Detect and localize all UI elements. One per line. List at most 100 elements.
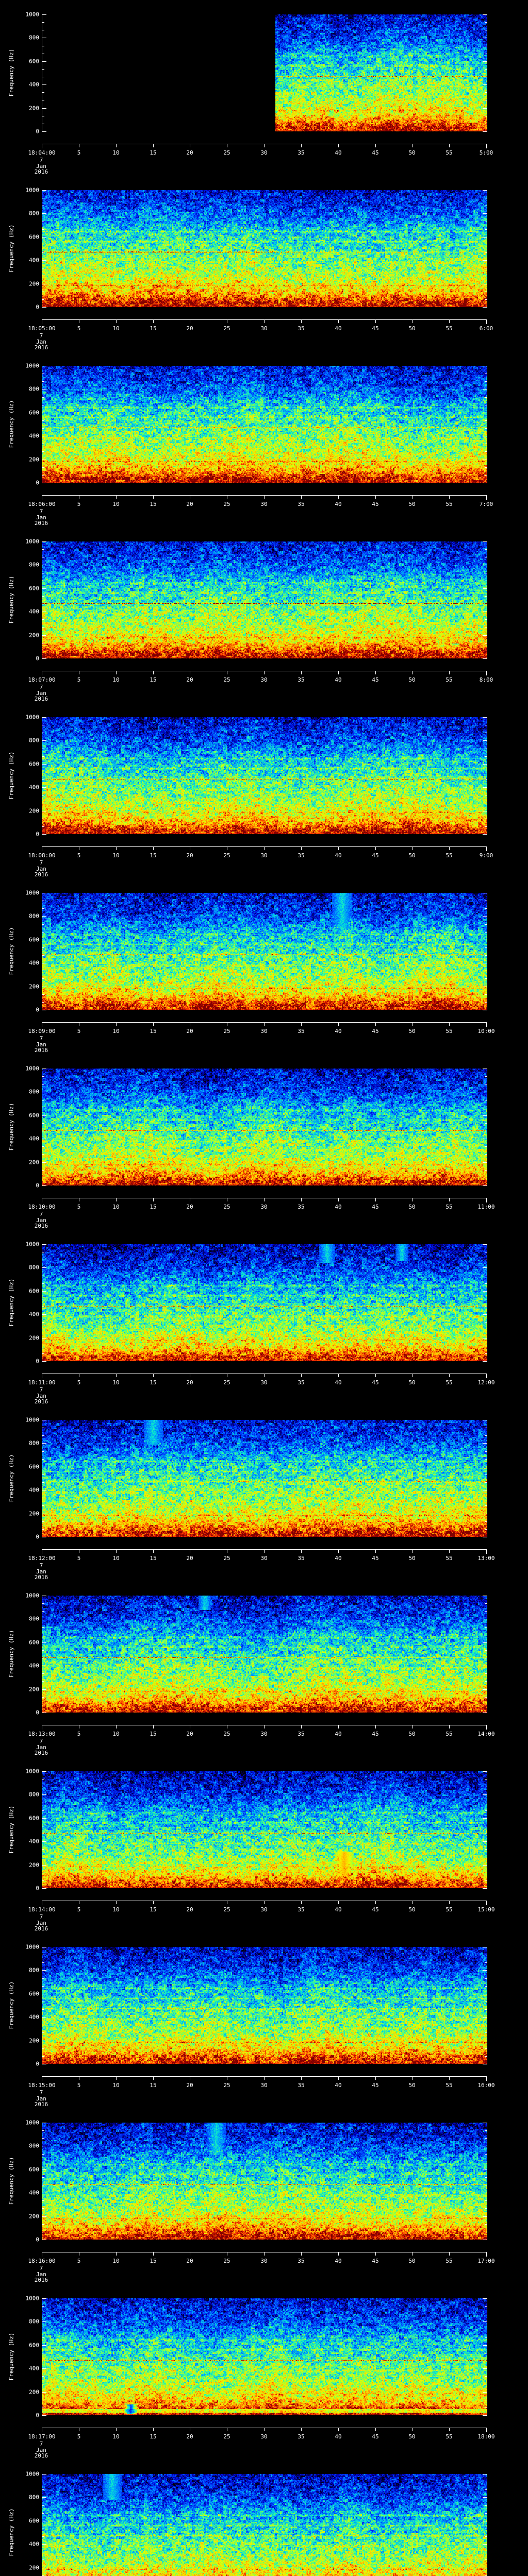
y-major-tick-right	[483, 787, 487, 788]
y-tick-label: 600	[29, 2342, 39, 2349]
time-tick	[153, 144, 154, 147]
y-tick-label: 1000	[25, 1065, 40, 1072]
y-minor-tick	[42, 1435, 44, 1436]
y-axis-title: Frequency (Hz)	[8, 1278, 15, 1327]
time-tick-label: 55	[446, 501, 453, 507]
time-tick-label: 40	[335, 1555, 342, 1562]
y-tick-label: 800	[29, 561, 39, 568]
time-tick-label: 40	[335, 2082, 342, 2089]
date-line: 7	[39, 2265, 43, 2272]
time-tick-label: 20	[186, 676, 193, 683]
time-tick-label: 20	[186, 1204, 193, 1210]
time-tick-label: 40	[335, 149, 342, 156]
time-tick	[301, 144, 302, 147]
time-tick-label: 45	[372, 1379, 379, 1386]
time-tick-label: 10	[112, 2258, 120, 2264]
y-tick-label: 200	[29, 2388, 39, 2396]
y-minor-tick-right	[485, 2130, 487, 2131]
y-minor-tick-right	[485, 1681, 487, 1682]
date-line: 2016	[34, 2452, 48, 2459]
time-tick	[338, 495, 339, 499]
y-tick-label: 600	[29, 58, 39, 65]
y-major-tick-right	[483, 2474, 487, 2475]
time-start-label: 18:06:00	[28, 501, 56, 507]
time-tick-label: 25	[223, 1906, 230, 1913]
time-tick-label: 50	[408, 852, 416, 859]
time-tick	[116, 495, 117, 499]
time-tick-label: 5	[77, 852, 81, 859]
time-tick-label: 30	[260, 501, 268, 507]
y-major-tick	[42, 237, 46, 238]
y-minor-tick	[42, 1650, 44, 1651]
y-major-tick	[42, 764, 46, 765]
time-tick	[301, 1198, 302, 1201]
time-tick-label: 10	[112, 1379, 120, 1386]
time-tick-label: 20	[186, 501, 193, 507]
time-tick	[486, 2428, 487, 2432]
y-major-tick	[42, 2345, 46, 2346]
y-minor-tick	[42, 779, 44, 780]
time-tick	[375, 1198, 376, 1201]
y-minor-tick	[42, 1154, 44, 1155]
time-tick-label: 35	[298, 2433, 305, 2440]
y-tick-label: 600	[29, 936, 39, 943]
time-tick-label: 50	[408, 1204, 416, 1210]
y-tick-label: 0	[36, 2236, 39, 2243]
y-major-tick	[42, 213, 46, 214]
time-tick	[264, 495, 265, 499]
y-tick-label: 200	[29, 456, 39, 463]
date-line: 7	[39, 1913, 43, 1920]
time-end-label: 5:00	[479, 149, 493, 156]
y-minor-tick	[42, 1482, 44, 1483]
time-tick	[153, 671, 154, 674]
y-tick-label: 200	[29, 2213, 39, 2220]
y-major-tick	[42, 1244, 46, 1245]
time-tick-label: 55	[446, 149, 453, 156]
y-minor-tick	[42, 467, 44, 468]
time-start-label: 18:09:00	[28, 1028, 56, 1035]
time-tick-label: 50	[408, 149, 416, 156]
time-tick-label: 50	[408, 1379, 416, 1386]
y-minor-tick-right	[485, 397, 487, 398]
y-minor-tick	[42, 978, 44, 979]
time-tick-label: 35	[298, 1028, 305, 1035]
y-tick-label: 1000	[25, 1241, 40, 1248]
y-minor-tick-right	[485, 2032, 487, 2033]
time-tick-label: 25	[223, 501, 230, 507]
time-tick	[449, 495, 450, 499]
y-major-tick-right	[483, 260, 487, 261]
y-minor-tick	[42, 1170, 44, 1171]
y-major-tick	[42, 2392, 46, 2393]
time-tick-label: 5	[77, 1906, 81, 1913]
time-tick	[264, 1901, 265, 1904]
y-minor-tick-right	[485, 2489, 487, 2490]
y-minor-tick-right	[485, 2208, 487, 2209]
spectrogram-heatmap	[42, 2123, 487, 2240]
y-tick-label: 800	[29, 34, 39, 41]
y-tick-label: 800	[29, 1615, 39, 1622]
y-major-tick-right	[483, 1794, 487, 1795]
y-tick-label: 800	[29, 385, 39, 393]
time-tick	[338, 1198, 339, 1201]
y-major-tick	[42, 1794, 46, 1795]
y-minor-tick-right	[485, 908, 487, 909]
time-tick-label: 45	[372, 676, 379, 683]
time-tick-label: 5	[77, 1028, 81, 1035]
y-major-tick	[42, 740, 46, 741]
time-tick-label: 10	[112, 2433, 120, 2440]
time-tick-label: 50	[408, 1906, 416, 1913]
y-tick-label: 600	[29, 1990, 39, 1997]
y-tick-label: 1000	[25, 2470, 40, 2478]
time-tick	[153, 1549, 154, 1553]
y-major-tick-right	[483, 916, 487, 917]
time-tick-label: 10	[112, 1204, 120, 1210]
y-tick-label: 600	[29, 585, 39, 592]
time-tick	[375, 1901, 376, 1904]
y-major-tick	[42, 717, 46, 718]
y-major-tick	[42, 1291, 46, 1292]
time-tick-label: 55	[446, 2433, 453, 2440]
y-minor-tick-right	[485, 1076, 487, 1077]
time-tick-label: 45	[372, 501, 379, 507]
time-tick	[338, 2428, 339, 2431]
time-tick	[116, 2428, 117, 2431]
